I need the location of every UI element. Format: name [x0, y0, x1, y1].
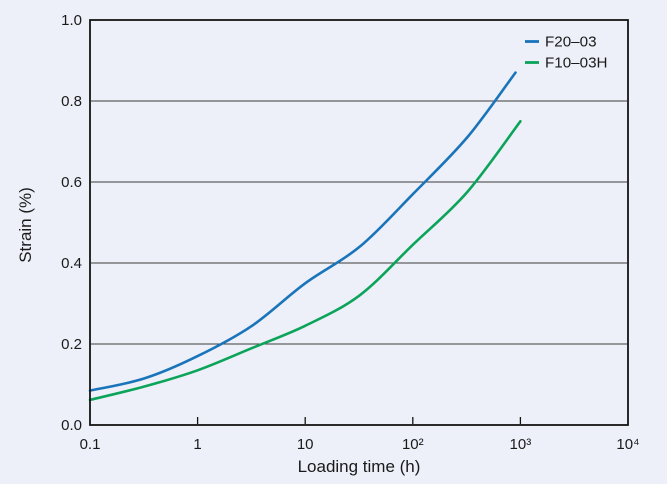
- y-tick-label: 1.0: [61, 12, 82, 29]
- y-axis-tick-labels: 0.0 0.2 0.4 0.6 0.8 1.0: [61, 12, 82, 434]
- x-tick-label: 10³: [510, 436, 532, 453]
- x-axis-tick-marks: [196, 417, 522, 424]
- y-tick-label: 0.2: [61, 336, 82, 353]
- legend-label-f20-03: F20–03: [545, 34, 597, 51]
- y-tick-label: 0.8: [61, 93, 82, 110]
- x-tick-label: 10²: [402, 436, 424, 453]
- plot-border: [89, 19, 629, 426]
- curve-f10-03h: [88, 120, 522, 402]
- x-tick-label: 1: [193, 436, 201, 453]
- y-tick-label: 0.6: [61, 174, 82, 191]
- legend-label-f10-03h: F10–03H: [545, 55, 607, 72]
- x-axis-tick-labels: 0.1 1 10 10² 10³ 10⁴: [80, 436, 640, 453]
- x-tick-label: 0.1: [80, 436, 101, 453]
- y-tick-label: 0.4: [61, 255, 82, 272]
- data-curves: [88, 71, 522, 402]
- x-tick-label: 10: [297, 436, 314, 453]
- x-axis-title: Loading time (h): [298, 457, 421, 476]
- x-tick-label: 10⁴: [616, 436, 639, 453]
- y-tick-label: 0.0: [61, 417, 82, 434]
- legend: F20–03 F10–03H: [525, 34, 607, 72]
- gridlines: [91, 100, 627, 345]
- curve-f20-03: [88, 71, 517, 392]
- y-axis-title: Strain (%): [16, 187, 35, 263]
